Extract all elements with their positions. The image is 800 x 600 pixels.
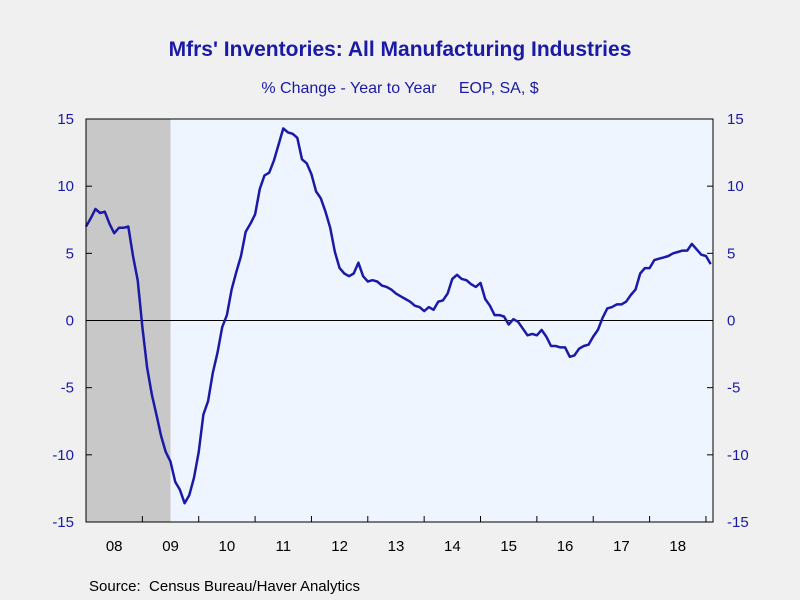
y-tick-label-left: 15 <box>57 111 74 128</box>
x-tick-label: 17 <box>613 538 630 555</box>
series-line <box>84 127 712 505</box>
y-tick-label-right: -10 <box>727 447 749 464</box>
y-tick-label-right: -5 <box>727 380 740 397</box>
y-tick-label-right: -15 <box>727 514 749 531</box>
x-tick-label: 10 <box>219 538 236 555</box>
y-tick-label-left: -10 <box>52 447 74 464</box>
x-tick-label: 11 <box>275 538 291 555</box>
y-tick-label-left: 0 <box>66 313 74 330</box>
x-tick-label: 08 <box>106 538 123 555</box>
y-tick-label-left: -15 <box>52 514 74 531</box>
x-tick-label: 13 <box>388 538 405 555</box>
y-axis-right: 15 10 5 0 -5 -10 -15 <box>707 111 749 531</box>
y-tick-label-right: 15 <box>727 111 744 128</box>
y-tick-label-right: 5 <box>727 245 735 262</box>
y-tick-label-left: 5 <box>66 245 74 262</box>
x-tick-label: 18 <box>669 538 686 555</box>
x-tick-label: 15 <box>500 538 517 555</box>
y-axis-left: 15 10 5 0 -5 -10 -15 <box>52 111 92 531</box>
y-tick-label-right: 10 <box>727 178 744 195</box>
plot-frame <box>85 118 714 523</box>
x-tick-label: 09 <box>162 538 179 555</box>
y-tick-label-left: -5 <box>61 380 74 397</box>
chart-title: Mfrs' Inventories: All Manufacturing Ind… <box>168 38 632 61</box>
x-tick-label: 14 <box>444 538 461 555</box>
source-note: Source: Census Bureau/Haver Analytics <box>89 578 360 595</box>
x-axis: 08 09 10 11 12 13 14 15 16 17 18 <box>85 516 707 555</box>
chart-subtitle: % Change - Year to Year EOP, SA, $ <box>261 80 539 97</box>
y-tick-label-left: 10 <box>57 178 74 195</box>
y-tick-label-right: 0 <box>727 313 735 330</box>
x-tick-label: 16 <box>557 538 574 555</box>
x-tick-label: 12 <box>331 538 348 555</box>
